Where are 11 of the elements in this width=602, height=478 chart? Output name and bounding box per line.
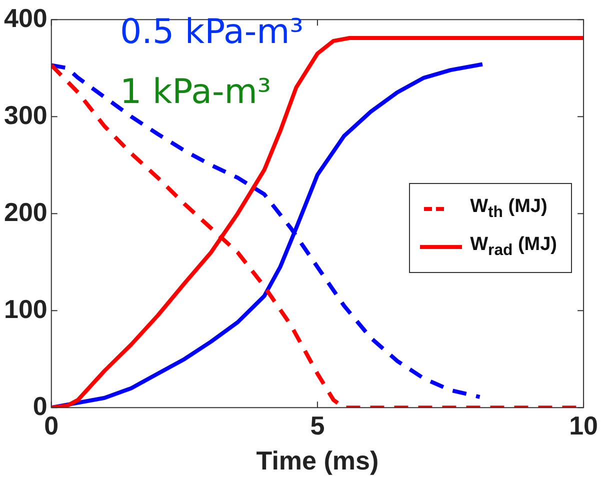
- annotation: 0.5 kPa-m³: [120, 12, 304, 52]
- legend-label: W$_{rad}$ (MJ): [470, 234, 557, 260]
- legend-label: W$_{th}$ (MJ): [470, 196, 548, 222]
- y-tick-label: 300: [4, 100, 48, 130]
- y-tick-label: 200: [4, 196, 48, 227]
- y-tick-label: 400: [4, 2, 48, 33]
- x-axis-title: Time (ms): [256, 446, 379, 476]
- annotation: 1 kPa-m³: [120, 72, 271, 112]
- x-tick-label: 5: [310, 410, 325, 440]
- y-tick-label: 100: [4, 294, 48, 324]
- x-tick-label: 10: [569, 410, 598, 440]
